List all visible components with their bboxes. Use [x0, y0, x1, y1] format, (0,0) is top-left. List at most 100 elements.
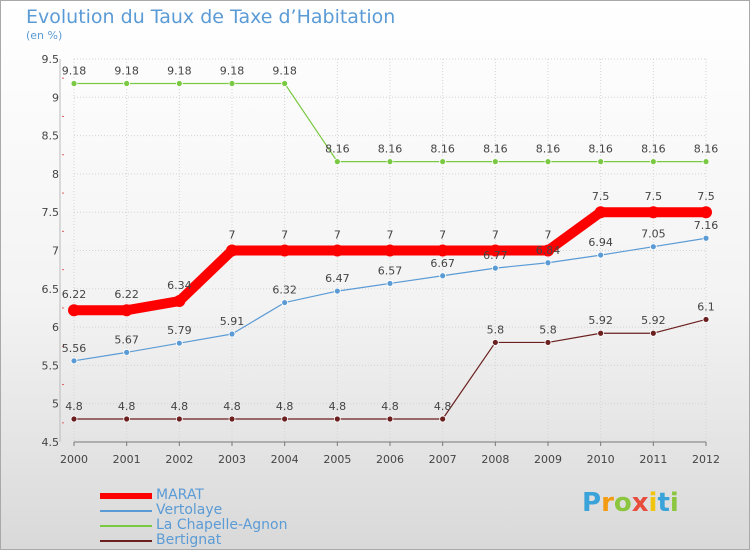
- data-point-marat: [647, 206, 660, 219]
- data-point-bertignat: [544, 339, 552, 346]
- data-point-bertignat: [386, 415, 394, 423]
- data-label-bertignat: 4.8: [171, 400, 189, 413]
- data-point-vertolaye: [649, 243, 657, 251]
- data-label-bertignat: 4.8: [434, 400, 452, 413]
- x-tick-label: 2007: [429, 453, 457, 466]
- data-label-la-chapelle-agnon: 9.18: [272, 65, 297, 78]
- data-point-vertolaye: [123, 348, 131, 356]
- data-label-vertolaye: 6.47: [325, 272, 350, 285]
- data-point-la-chapelle-agnon: [123, 80, 131, 87]
- data-point-vertolaye: [386, 280, 394, 287]
- data-label-marat: 7: [281, 229, 288, 242]
- data-label-vertolaye: 5.91: [220, 315, 245, 328]
- data-label-vertolaye: 5.67: [114, 333, 139, 346]
- data-point-bertignat: [491, 339, 499, 346]
- data-point-la-chapelle-agnon: [386, 158, 394, 166]
- data-label-bertignat: 5.8: [487, 323, 505, 336]
- x-tick-label: 2004: [271, 453, 299, 466]
- data-label-bertignat: 4.8: [65, 400, 83, 413]
- x-tick-label: 2002: [165, 453, 193, 466]
- data-label-marat: 6.22: [114, 288, 139, 301]
- data-label-la-chapelle-agnon: 9.18: [114, 65, 139, 78]
- data-label-vertolaye: 5.79: [167, 324, 192, 337]
- data-point-vertolaye: [439, 272, 447, 280]
- legend-label-la-chapelle-agnon: La Chapelle-Agnon: [156, 517, 288, 533]
- data-label-marat: 7: [439, 229, 446, 242]
- x-tick-label: 2001: [113, 453, 141, 466]
- data-label-la-chapelle-agnon: 9.18: [167, 65, 192, 78]
- data-label-vertolaye: 5.56: [62, 342, 87, 355]
- data-point-la-chapelle-agnon: [70, 80, 78, 87]
- y-tick-label: 8.5: [42, 130, 60, 143]
- data-label-marat: 7.5: [645, 190, 663, 203]
- data-point-marat: [173, 295, 186, 308]
- data-point-marat: [278, 244, 291, 257]
- data-label-bertignat: 4.8: [223, 400, 241, 413]
- data-label-vertolaye: 7.05: [641, 228, 666, 241]
- data-label-marat: 7: [387, 229, 394, 242]
- data-label-marat: 7: [229, 229, 236, 242]
- data-point-vertolaye: [491, 264, 499, 272]
- data-label-bertignat: 4.8: [276, 400, 294, 413]
- x-tick-label: 2009: [534, 453, 562, 466]
- y-tick-label: 6.5: [42, 283, 60, 296]
- data-label-marat: 7: [492, 229, 499, 242]
- data-point-bertignat: [702, 316, 710, 323]
- data-label-bertignat: 5.92: [641, 314, 666, 327]
- data-point-vertolaye: [544, 259, 552, 267]
- x-tick-label: 2010: [587, 453, 615, 466]
- data-point-marat: [120, 304, 133, 317]
- chart-subtitle: (en %): [26, 29, 63, 42]
- data-point-vertolaye: [597, 251, 605, 259]
- legend-label-vertolaye: Vertolaye: [156, 502, 223, 518]
- logo-letter: r: [601, 488, 614, 518]
- data-label-bertignat: 4.8: [329, 400, 347, 413]
- data-label-marat: 6.22: [62, 288, 87, 301]
- legend-swatch-bertignat: [100, 540, 152, 542]
- data-label-la-chapelle-agnon: 9.18: [62, 65, 87, 78]
- legend-swatch-vertolaye: [100, 510, 152, 512]
- data-point-vertolaye: [702, 234, 710, 242]
- data-point-vertolaye: [175, 339, 183, 347]
- x-tick-label: 2006: [376, 453, 404, 466]
- y-tick-label: 5: [52, 398, 59, 411]
- y-tick-label: 6: [52, 321, 59, 334]
- data-point-marat: [226, 244, 238, 257]
- legend-swatch-marat: [100, 493, 152, 499]
- data-point-vertolaye: [70, 357, 78, 365]
- logo-letter: t: [657, 488, 670, 518]
- data-point-la-chapelle-agnon: [702, 158, 710, 166]
- logo-letter: i: [648, 488, 658, 518]
- data-point-marat: [68, 304, 80, 317]
- data-label-vertolaye: 6.57: [378, 264, 403, 277]
- data-label-bertignat: 5.8: [539, 323, 557, 336]
- data-point-la-chapelle-agnon: [544, 158, 552, 166]
- data-point-la-chapelle-agnon: [228, 80, 236, 87]
- data-label-la-chapelle-agnon: 8.16: [694, 143, 719, 156]
- data-label-la-chapelle-agnon: 8.16: [430, 143, 455, 156]
- data-label-marat: 6.34: [167, 279, 192, 292]
- data-point-vertolaye: [333, 287, 341, 295]
- logo-letter: i: [669, 488, 679, 518]
- data-label-vertolaye: 6.32: [272, 284, 297, 297]
- data-label-la-chapelle-agnon: 8.16: [483, 143, 508, 156]
- data-label-marat: 7.5: [697, 190, 715, 203]
- data-label-la-chapelle-agnon: 8.16: [588, 143, 613, 156]
- logo-letter: P: [582, 488, 602, 518]
- data-label-vertolaye: 6.84: [536, 244, 561, 257]
- data-label-la-chapelle-agnon: 8.16: [325, 143, 350, 156]
- data-point-bertignat: [649, 329, 657, 337]
- data-point-marat: [594, 206, 607, 219]
- data-label-bertignat: 6.1: [697, 300, 715, 313]
- data-label-la-chapelle-agnon: 8.16: [641, 143, 666, 156]
- y-tick-label: 7: [52, 245, 59, 258]
- x-tick-label: 2000: [60, 453, 88, 466]
- data-label-vertolaye: 6.67: [430, 257, 455, 270]
- data-point-vertolaye: [281, 299, 289, 306]
- data-point-la-chapelle-agnon: [649, 158, 657, 166]
- y-tick-label: 7.5: [42, 206, 60, 219]
- x-tick-label: 2008: [481, 453, 509, 466]
- data-point-la-chapelle-agnon: [491, 158, 499, 166]
